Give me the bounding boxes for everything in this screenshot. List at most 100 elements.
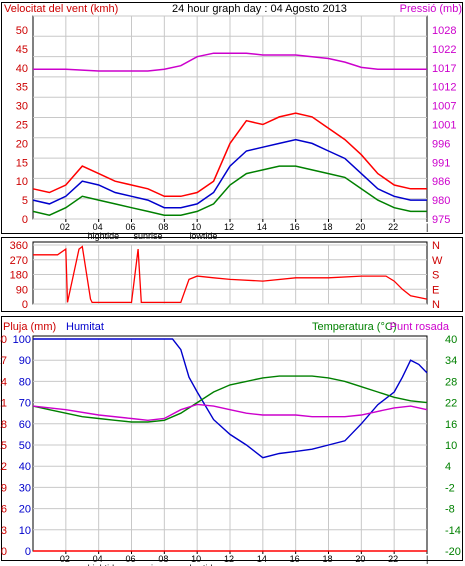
- rain-tick-label: 3: [1, 525, 7, 537]
- temperature-axis-label: Temperatura (°C): [312, 321, 396, 333]
- wind-tick-label: 20: [16, 138, 28, 150]
- wind-tick-label: 30: [16, 101, 28, 113]
- thermo-axes: 0204060810121416182022|hightidesunriselo…: [0, 334, 461, 566]
- wind-axis-label: Velocitat del vent (kmh): [4, 3, 118, 15]
- x-marker-label: sunrise: [134, 231, 163, 241]
- temperature-tick-label: 40: [445, 334, 457, 346]
- series-line-temperature: [32, 375, 428, 423]
- humidity-tick-label: 40: [19, 461, 31, 473]
- x-tick-label: 12: [224, 554, 234, 564]
- humidity-tick-label: 100: [13, 334, 31, 346]
- wind-panel-frame: [1, 2, 463, 234]
- pressure-tick-label: 1017: [432, 63, 456, 75]
- x-marker-label: hightide: [88, 563, 120, 566]
- direction-tick-label: 270: [10, 255, 28, 267]
- temperature-tick-label: 34: [445, 355, 457, 367]
- pressure-tick-label: 991: [432, 157, 450, 169]
- series-line-humidity: [33, 338, 428, 459]
- humidity-tick-label: 70: [19, 398, 31, 410]
- humidity-tick-label: 90: [19, 355, 31, 367]
- x-tick-label: 08: [158, 222, 168, 232]
- direction-tick-label: 0: [22, 299, 28, 311]
- rain-axis-label: Pluja (mm): [3, 321, 56, 333]
- pressure-tick-label: 1001: [432, 120, 456, 132]
- wind-tick-label: 45: [16, 44, 28, 56]
- wind-tick-label: 50: [16, 25, 28, 37]
- wind-axes: 02 04 06 08 10 12 14 16 18 20 22 |hightide sunrise lo…: [16, 25, 457, 241]
- wind-tick-label: 5: [22, 195, 28, 207]
- wind-tick-label: 15: [16, 157, 28, 169]
- direction-series: [33, 245, 428, 304]
- chart-title: 24 hour graph day : 04 Agosto 2013: [172, 3, 347, 15]
- humidity-axis-label: Humitat: [66, 321, 104, 333]
- direction-panel-frame: [1, 237, 463, 312]
- compass-tick-label: N: [432, 240, 440, 252]
- wind-tick-label: 10: [16, 176, 28, 188]
- rain-tick-label: 30: [0, 334, 7, 346]
- direction-tick-label: 360: [10, 240, 28, 252]
- x-tick-label: 02: [60, 222, 70, 232]
- pressure-tick-label: 1022: [432, 44, 456, 56]
- temperature-tick-label: 4: [445, 461, 451, 473]
- pressure-tick-label: 1028: [432, 25, 456, 37]
- x-tick-label: 16: [290, 222, 300, 232]
- rain-tick-label: 21: [0, 398, 7, 410]
- rain-tick-label: 18: [0, 419, 7, 431]
- x-tick-label: 06: [126, 554, 136, 564]
- x-tick-label: 20: [355, 222, 365, 232]
- humidity-tick-label: 50: [19, 440, 31, 452]
- temperature-tick-label: 16: [445, 419, 457, 431]
- thermo-panel-frame: [1, 316, 463, 561]
- series-line-direction: [33, 245, 428, 304]
- x-tick-label: 10: [191, 554, 201, 564]
- series-line-gust: [32, 112, 427, 198]
- pressure-tick-label: 975: [432, 214, 450, 226]
- x-tick-label: 10: [191, 222, 201, 232]
- humidity-tick-label: 20: [19, 504, 31, 516]
- dewpoint-axis-label: Punt rosada: [390, 321, 450, 333]
- x-tick-label: 08: [158, 554, 168, 564]
- x-marker-label: hightide: [88, 231, 120, 241]
- compass-tick-label: E: [432, 284, 439, 296]
- compass-tick-label: N: [432, 299, 440, 311]
- x-tick-label: 16: [290, 554, 300, 564]
- temperature-tick-label: 22: [445, 398, 457, 410]
- rain-tick-label: 9: [1, 482, 7, 494]
- x-tick-label: 04: [93, 222, 103, 232]
- temperature-tick-label: 28: [445, 376, 457, 388]
- temperature-tick-label: -8: [445, 504, 455, 516]
- x-tick-label: 06: [126, 222, 136, 232]
- x-tick-label: 22: [388, 222, 398, 232]
- x-tick-label: 14: [257, 554, 267, 564]
- x-tick-label: 20: [355, 554, 365, 564]
- wind-tick-label: 40: [16, 63, 28, 75]
- wind-tick-label: 0: [22, 214, 28, 226]
- rain-tick-label: 24: [0, 376, 7, 388]
- direction-grid: [33, 244, 427, 305]
- x-marker-label: lowtide: [189, 231, 217, 241]
- pressure-axis-label: Pressió (mb): [400, 3, 462, 15]
- rain-tick-label: 15: [0, 440, 7, 452]
- temperature-tick-label: -20: [445, 546, 461, 558]
- pressure-tick-label: 1012: [432, 82, 456, 94]
- pressure-tick-label: 980: [432, 195, 450, 207]
- rain-tick-label: 0: [1, 546, 7, 558]
- humidity-tick-label: 80: [19, 376, 31, 388]
- rain-tick-label: 12: [0, 461, 7, 473]
- x-tick-label: |: [426, 554, 428, 564]
- x-tick-label: 18: [323, 554, 333, 564]
- wind-tick-label: 35: [16, 82, 28, 94]
- x-tick-label: 04: [93, 554, 103, 564]
- x-tick-label: |: [426, 222, 428, 232]
- x-tick-label: 18: [323, 222, 333, 232]
- compass-tick-label: W: [432, 255, 443, 267]
- direction-tick-label: 180: [10, 270, 28, 282]
- wind-series: [32, 52, 427, 216]
- compass-tick-label: S: [432, 270, 439, 282]
- x-marker-label: lowtide: [189, 563, 217, 566]
- humidity-tick-label: 60: [19, 419, 31, 431]
- direction-tick-label: 90: [16, 284, 28, 296]
- x-tick-label: 12: [224, 222, 234, 232]
- temperature-tick-label: -2: [445, 482, 455, 494]
